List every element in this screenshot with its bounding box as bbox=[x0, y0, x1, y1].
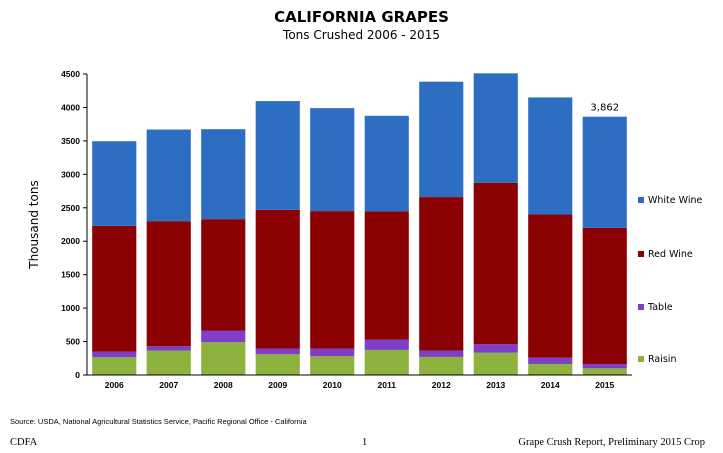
bar-red-wine-2015 bbox=[582, 227, 627, 364]
bar-white-wine-2014 bbox=[528, 97, 573, 215]
bar-red-wine-2013 bbox=[473, 182, 518, 345]
legend-label: Table bbox=[647, 302, 673, 313]
bar-red-wine-2012 bbox=[419, 197, 464, 351]
bar-white-wine-2011 bbox=[364, 115, 409, 212]
footer-right: Grape Crush Report, Preliminary 2015 Cro… bbox=[518, 437, 705, 448]
x-tick-label: 2015 bbox=[595, 380, 614, 390]
bar-red-wine-2007 bbox=[146, 221, 191, 347]
footer-left: CDFA bbox=[10, 437, 38, 448]
bar-red-wine-2006 bbox=[92, 225, 137, 352]
bar-white-wine-2013 bbox=[473, 73, 518, 183]
bar-table-2009 bbox=[255, 348, 300, 355]
y-tick-label: 0 bbox=[75, 370, 80, 380]
bar-white-wine-2009 bbox=[255, 101, 300, 210]
source-note: Source: USDA, National Agricultural Stat… bbox=[10, 417, 307, 426]
x-tick-label: 2011 bbox=[378, 380, 397, 390]
bar-raisin-2011 bbox=[364, 349, 409, 375]
x-tick-label: 2013 bbox=[486, 380, 505, 390]
bar-white-wine-2012 bbox=[419, 81, 464, 198]
bar-table-2015 bbox=[582, 363, 627, 369]
bar-red-wine-2009 bbox=[255, 209, 300, 349]
bar-raisin-2009 bbox=[255, 354, 300, 375]
bar-white-wine-2006 bbox=[92, 141, 137, 226]
bar-raisin-2010 bbox=[310, 356, 355, 375]
bar-raisin-2013 bbox=[473, 352, 518, 375]
legend-swatch bbox=[638, 251, 644, 257]
x-tick-label: 2008 bbox=[214, 380, 233, 390]
legend-label: Raisin bbox=[648, 354, 676, 365]
bar-red-wine-2008 bbox=[201, 219, 246, 331]
y-tick-label: 1500 bbox=[61, 270, 80, 280]
legend-swatch bbox=[638, 197, 644, 203]
bar-raisin-2012 bbox=[419, 356, 464, 375]
x-tick-label: 2009 bbox=[268, 380, 287, 390]
y-tick-label: 3000 bbox=[61, 169, 80, 179]
x-tick-label: 2006 bbox=[105, 380, 124, 390]
y-tick-label: 500 bbox=[66, 337, 80, 347]
bar-red-wine-2011 bbox=[364, 211, 409, 340]
bar-red-wine-2014 bbox=[528, 214, 573, 358]
x-tick-label: 2007 bbox=[159, 380, 178, 390]
bar-raisin-2007 bbox=[146, 350, 191, 375]
bar-table-2011 bbox=[364, 339, 409, 350]
bar-raisin-2008 bbox=[201, 342, 246, 375]
x-tick-label: 2012 bbox=[432, 380, 451, 390]
chart-subtitle: Tons Crushed 2006 - 2015 bbox=[283, 28, 440, 42]
legend-label: Red Wine bbox=[648, 249, 693, 260]
bar-table-2006 bbox=[92, 351, 137, 358]
legend-label: White Wine bbox=[648, 195, 702, 206]
bar-table-2013 bbox=[473, 344, 518, 353]
x-tick-label: 2010 bbox=[323, 380, 342, 390]
bar-table-2008 bbox=[201, 330, 246, 343]
bar-table-2007 bbox=[146, 346, 191, 351]
bar-raisin-2014 bbox=[528, 363, 573, 375]
bar-white-wine-2010 bbox=[310, 108, 355, 212]
y-tick-label: 4000 bbox=[61, 102, 80, 112]
y-tick-label: 1000 bbox=[61, 303, 80, 313]
y-axis-label: Thousand tons bbox=[27, 180, 41, 269]
bar-white-wine-2008 bbox=[201, 129, 246, 220]
y-tick-label: 3500 bbox=[61, 136, 80, 146]
bar-table-2014 bbox=[528, 357, 573, 364]
bar-raisin-2015 bbox=[582, 368, 627, 375]
y-tick-label: 2000 bbox=[61, 236, 80, 246]
bar-white-wine-2007 bbox=[146, 129, 191, 222]
chart-title: CALIFORNIA GRAPES bbox=[274, 8, 449, 26]
bar-table-2010 bbox=[310, 348, 355, 357]
bar-red-wine-2010 bbox=[310, 211, 355, 349]
data-label: 3,862 bbox=[590, 103, 619, 114]
legend-swatch bbox=[638, 356, 644, 362]
legend-swatch bbox=[638, 304, 644, 310]
y-tick-label: 2500 bbox=[61, 203, 80, 213]
y-tick-label: 4500 bbox=[61, 69, 80, 79]
bar-white-wine-2015 bbox=[582, 116, 627, 228]
x-tick-label: 2014 bbox=[541, 380, 560, 390]
bar-raisin-2006 bbox=[92, 357, 137, 375]
footer-page-number: 1 bbox=[362, 437, 368, 448]
bar-table-2012 bbox=[419, 350, 464, 357]
